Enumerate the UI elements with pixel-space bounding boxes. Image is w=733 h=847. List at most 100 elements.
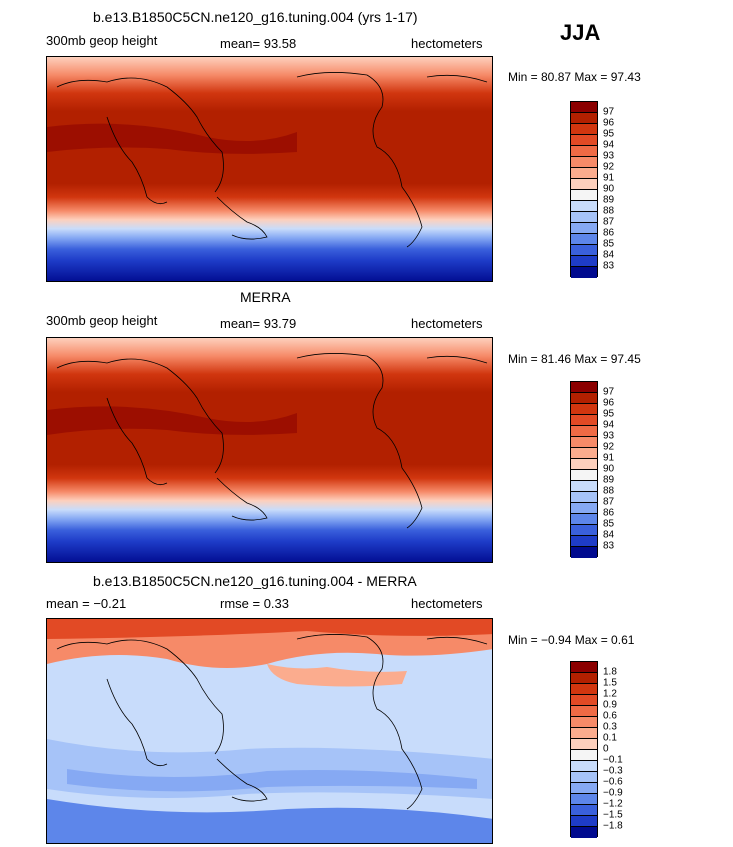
colorbar-2-swatch [571,404,597,415]
colorbar-3-swatch [571,794,597,805]
panel-2-units: hectometers [411,316,483,331]
colorbar-3-swatch [571,728,597,739]
colorbar-1-label: 89 [603,194,615,206]
colorbar-3-swatch [571,684,597,695]
colorbar-3-label: −0.1 [603,754,623,766]
colorbar-3-swatch [571,717,597,728]
colorbar-2-swatch [571,393,597,404]
colorbar-3-label: −1.5 [603,809,623,821]
colorbar-3-swatch [571,706,597,717]
colorbar-1-swatch [571,256,597,267]
colorbar-1-label: 92 [603,161,615,173]
colorbar-2-swatch [571,525,597,536]
coastlines [56,634,488,810]
colorbar-2-swatch [571,426,597,437]
colorbar-2-label: 83 [603,540,615,552]
colorbar-2-swatch [571,492,597,503]
colorbar-1-swatch [571,212,597,223]
colorbar-2-swatch [571,437,597,448]
colorbar-1-label: 90 [603,183,615,195]
colorbar-3-label: 0.6 [603,710,617,722]
colorbar-2-swatch [571,503,597,514]
panel-2-map [46,337,493,563]
colorbar-1-label: 97 [603,106,615,118]
colorbar-1-swatch [571,223,597,234]
season-label: JJA [560,20,601,45]
colorbar-1 [570,101,598,278]
colorbar-2-label: 95 [603,408,615,420]
colorbar-1-swatch [571,113,597,124]
colorbar-2-swatch [571,470,597,481]
colorbar-3 [570,661,598,838]
colorbar-3-swatch [571,695,597,706]
panel-3-title: b.e13.B1850C5CN.ne120_g16.tuning.004 - M… [93,573,417,589]
colorbar-1-label: 93 [603,150,615,162]
colorbar-2-label: 88 [603,485,615,497]
colorbar-3-swatch [571,827,597,838]
colorbar-1-swatch [571,234,597,245]
colorbar-2-swatch [571,481,597,492]
colorbar-2-label: 84 [603,529,615,541]
colorbar-1-label: 84 [603,249,615,261]
colorbar-2-label: 85 [603,518,615,530]
panel-1-minmax: Min = 80.87 Max = 97.43 [508,70,641,84]
colorbar-2-label: 92 [603,441,615,453]
colorbar-3-swatch [571,662,597,673]
colorbar-2-label: 94 [603,419,615,431]
colorbar-1-swatch [571,135,597,146]
colorbar-1-label: 94 [603,139,615,151]
colorbar-1-swatch [571,267,597,278]
colorbar-1-swatch [571,102,597,113]
colorbar-3-label: −0.9 [603,787,623,799]
colorbar-1-label: 91 [603,172,615,184]
panel-2-title: MERRA [240,289,291,305]
panel-1-map [46,56,493,282]
colorbar-3-swatch [571,673,597,684]
colorbar-3-label: 1.5 [603,677,617,689]
colorbar-3-swatch [571,805,597,816]
colorbar-1-label: 96 [603,117,615,129]
colorbar-2-swatch [571,547,597,558]
colorbar-3-swatch [571,750,597,761]
colorbar-1-swatch [571,245,597,256]
colorbar-2-swatch [571,514,597,525]
colorbar-1-label: 83 [603,260,615,272]
panel-3-mean: mean = −0.21 [46,596,127,611]
panel-3-minmax: Min = −0.94 Max = 0.61 [508,633,635,647]
colorbar-2-label: 90 [603,463,615,475]
colorbar-1-swatch [571,157,597,168]
panel-3-rmse: rmse = 0.33 [220,596,290,611]
colorbar-1-swatch [571,179,597,190]
colorbar-2-label: 96 [603,397,615,409]
colorbar-3-swatch [571,783,597,794]
colorbar-3-label: −1.2 [603,798,623,810]
colorbar-3-swatch [571,816,597,827]
colorbar-1-label: 88 [603,205,615,217]
panel-1-mean: mean= 93.58 [220,36,297,51]
panel-1-title: b.e13.B1850C5CN.ne120_g16.tuning.004 (yr… [93,9,418,25]
panel-3-map [46,618,493,844]
colorbar-2-swatch [571,448,597,459]
coastlines [56,72,488,248]
colorbar-1-label: 85 [603,238,615,250]
panel-2-minmax: Min = 81.46 Max = 97.45 [508,352,641,366]
colorbar-2-swatch [571,415,597,426]
panel-1-units: hectometers [411,36,483,51]
colorbar-3-label: 1.8 [603,666,617,678]
colorbar-1-label: 86 [603,227,615,239]
colorbar-1-swatch [571,168,597,179]
colorbar-1-swatch [571,124,597,135]
colorbar-2-swatch [571,459,597,470]
colorbar-3-label: 0.3 [603,721,617,733]
coastlines [56,353,488,529]
colorbar-3-label: 0.9 [603,699,617,711]
colorbar-1-swatch [571,190,597,201]
panel-2-mean: mean= 93.79 [220,316,297,331]
colorbar-3-label: 0.1 [603,732,617,744]
colorbar-3-label: −0.3 [603,765,623,777]
panel-1-variable: 300mb geop height [46,33,158,48]
colorbar-2-label: 91 [603,452,615,464]
colorbar-3-label: 0 [603,743,609,755]
colorbar-1-swatch [571,201,597,212]
colorbar-3-swatch [571,772,597,783]
